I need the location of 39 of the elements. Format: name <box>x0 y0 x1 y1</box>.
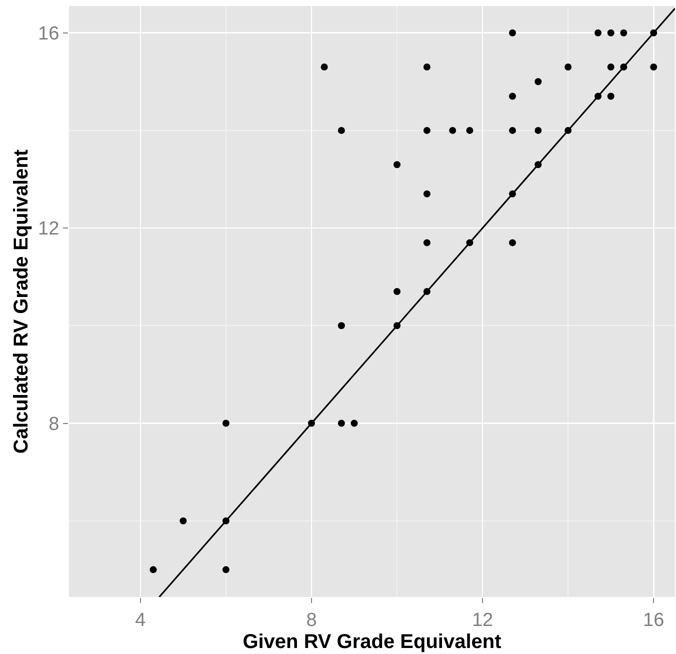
point <box>534 126 542 134</box>
point <box>423 190 430 198</box>
point <box>338 126 345 134</box>
point <box>564 64 572 70</box>
point <box>222 420 230 427</box>
x-tick-label: 12 <box>472 610 494 631</box>
point <box>150 566 157 574</box>
point <box>394 161 401 168</box>
point <box>508 239 516 246</box>
point <box>449 126 456 134</box>
point <box>423 64 430 70</box>
point <box>320 64 328 70</box>
point <box>534 78 542 86</box>
point <box>350 420 358 427</box>
y-tick-label: 8 <box>48 414 60 435</box>
point <box>650 64 658 70</box>
y-axis-title: Calculated RV Grade Equivalent <box>10 149 33 454</box>
point <box>423 239 430 246</box>
point <box>338 322 345 330</box>
y-tick-label: 12 <box>38 218 60 240</box>
point <box>508 29 516 36</box>
point <box>607 29 614 36</box>
point <box>394 288 401 295</box>
point <box>423 126 430 134</box>
point <box>508 126 516 134</box>
point <box>222 566 230 574</box>
y-tick-label: 16 <box>38 23 60 44</box>
point <box>607 64 614 70</box>
point <box>508 92 516 100</box>
point <box>620 29 628 36</box>
point <box>466 126 474 134</box>
x-tick-label: 16 <box>643 610 664 631</box>
point <box>594 29 602 36</box>
point <box>607 92 614 100</box>
x-tick-label: 8 <box>306 610 317 631</box>
point <box>180 517 187 524</box>
x-axis-title: Given RV Grade Equivalent <box>242 630 502 653</box>
point <box>338 420 345 427</box>
x-tick-label: 4 <box>135 610 146 631</box>
